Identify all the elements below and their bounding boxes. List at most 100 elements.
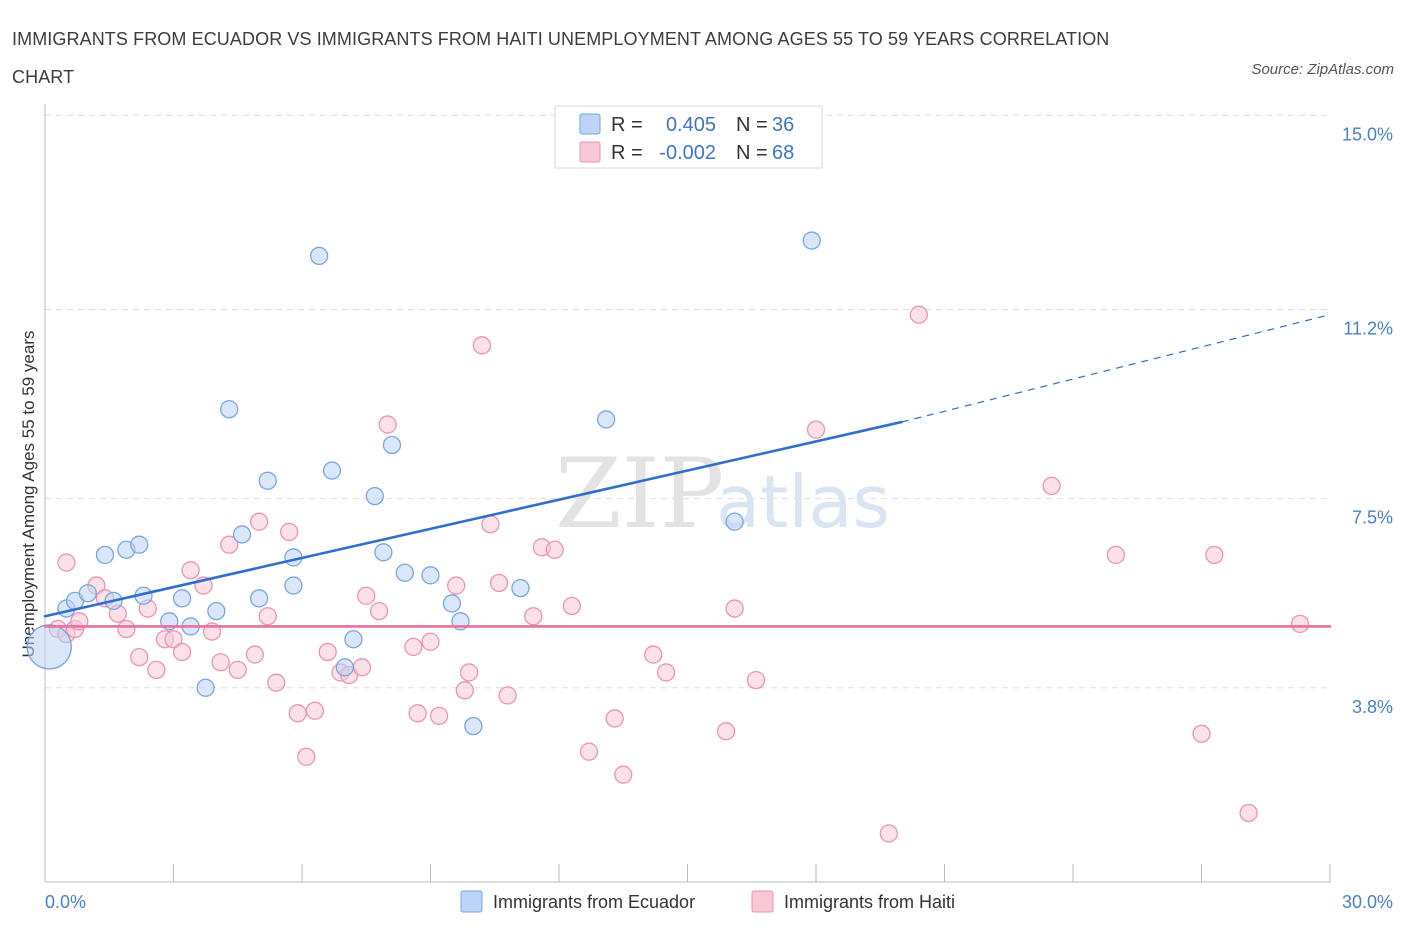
haiti-point-34 (369, 601, 389, 621)
haiti-point-67 (1290, 614, 1310, 634)
ecuador-point-31 (464, 716, 483, 736)
haiti-point-42 (459, 663, 479, 682)
haiti-point-51 (579, 742, 599, 761)
haiti-point-14 (172, 642, 192, 662)
ecuador-point-27 (395, 563, 414, 582)
bottom-legend-swatch-haiti (751, 890, 774, 913)
haiti-point-47 (524, 607, 543, 626)
haiti-point-65 (1205, 545, 1224, 565)
ecuador-point-21 (322, 461, 342, 480)
ecuador-points (26, 231, 821, 736)
haiti-point-11 (147, 660, 166, 680)
ecuador-point-17 (258, 471, 277, 490)
grid-lines (45, 114, 1330, 689)
haiti-point-22 (250, 512, 269, 531)
bottom-legend-label-ecuador: Immigrants from Ecuador (493, 892, 695, 912)
legend-r-label-ecuador: R = (611, 114, 643, 136)
legend-n-label-ecuador: N = (736, 114, 768, 136)
haiti-point-25 (279, 522, 299, 542)
ecuador-trend-extension (901, 314, 1331, 423)
watermark: ZIP atlas (555, 438, 890, 550)
y-tick-label-2: 11.2% (1343, 319, 1393, 339)
ecuador-point-8 (130, 535, 149, 554)
ecuador-point-34 (725, 512, 744, 531)
ecuador-point-22 (335, 658, 354, 677)
legend-r-value-haiti: -0.002 (659, 142, 716, 164)
watermark-atlas: atlas (716, 460, 890, 544)
haiti-point-26 (288, 704, 307, 723)
source-label: Source: ZipAtlas.com (1251, 61, 1394, 78)
haiti-point-29 (318, 642, 337, 662)
haiti-point-57 (725, 599, 744, 618)
haiti-point-53 (614, 765, 633, 784)
ecuador-point-14 (220, 400, 239, 419)
bottom-legend-swatch-ecuador (460, 890, 483, 913)
y-axis-label: Unemployment Among Ages 55 to 59 years (19, 331, 38, 658)
haiti-point-54 (644, 645, 663, 664)
haiti-point-66 (1239, 803, 1258, 823)
ecuador-trend-line (43, 420, 903, 618)
ecuador-point-18 (284, 576, 303, 595)
ecuador-point-12 (196, 678, 215, 697)
haiti-point-46 (498, 686, 517, 705)
legend-swatch-ecuador (579, 113, 601, 135)
haiti-point-44 (481, 515, 500, 534)
ecuador-point-15 (232, 525, 252, 544)
legend-r-value-ecuador: 0.405 (666, 114, 716, 136)
chart-title: IMMIGRANTS FROM ECUADOR VS IMMIGRANTS FR… (12, 29, 1110, 87)
haiti-point-21 (245, 645, 265, 664)
haiti-point-27 (297, 747, 316, 766)
axes (44, 104, 1331, 883)
x-tick-label-1: 30.0% (1342, 892, 1393, 912)
haiti-point-28 (305, 701, 325, 720)
haiti-point-63 (1106, 545, 1125, 565)
haiti-point-62 (1042, 476, 1061, 496)
ecuador-point-0 (26, 624, 72, 670)
haiti-point-18 (211, 653, 230, 672)
ecuador-point-23 (344, 630, 363, 649)
haiti-point-24 (267, 673, 286, 692)
ecuador-point-25 (374, 543, 393, 562)
ecuador-point-3 (78, 584, 97, 603)
haiti-point-1 (57, 553, 76, 572)
legend-n-value-ecuador: 36 (772, 114, 794, 136)
ecuador-point-16 (250, 589, 269, 608)
ecuador-point-29 (442, 594, 462, 613)
x-tick-labels: 0.0% 30.0% (45, 892, 1393, 912)
legend-n-label-haiti: N = (736, 142, 768, 164)
haiti-point-43 (472, 336, 492, 355)
haiti-point-35 (378, 415, 397, 434)
y-tick-label-1: 7.5% (1352, 508, 1393, 528)
haiti-point-59 (806, 420, 826, 439)
x-tick-label-0: 0.0% (45, 892, 86, 912)
correlation-legend: R = 0.405 N = 36 R = -0.002 N = 68 (554, 105, 823, 169)
haiti-point-33 (357, 586, 376, 605)
haiti-point-52 (605, 709, 624, 728)
haiti-point-19 (220, 535, 239, 554)
ecuador-point-24 (365, 486, 384, 506)
haiti-point-36 (404, 637, 423, 657)
ecuador-point-10 (172, 589, 192, 608)
ecuador-point-26 (382, 435, 402, 455)
haiti-point-9 (130, 647, 149, 667)
ecuador-point-33 (596, 410, 616, 429)
haiti-point-13 (164, 630, 183, 649)
haiti-point-61 (909, 305, 928, 324)
ecuador-point-20 (309, 246, 329, 266)
ecuador-point-35 (802, 231, 821, 250)
series-legend: Immigrants from Ecuador Immigrants from … (460, 890, 955, 913)
haiti-point-37 (408, 704, 427, 723)
haiti-point-38 (421, 632, 440, 651)
haiti-point-32 (352, 658, 372, 677)
haiti-point-41 (455, 681, 474, 700)
legend-r-label-haiti: R = (611, 142, 643, 164)
haiti-points (48, 305, 1310, 843)
bottom-legend-label-haiti: Immigrants from Haiti (784, 892, 955, 912)
y-tick-label-3: 15.0% (1342, 124, 1393, 144)
haiti-point-64 (1192, 724, 1211, 743)
ecuador-point-4 (95, 545, 115, 565)
ecuador-point-32 (511, 578, 530, 598)
haiti-point-49 (545, 540, 564, 559)
haiti-point-45 (489, 573, 509, 593)
